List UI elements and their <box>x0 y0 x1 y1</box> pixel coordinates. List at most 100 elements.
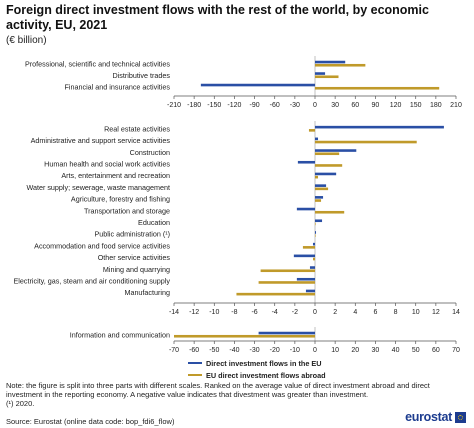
category-label: Water supply; sewerage, waste management <box>26 183 170 192</box>
x-tick-label: 70 <box>452 347 460 354</box>
x-tick-label: 4 <box>353 309 357 316</box>
x-tick-label: -120 <box>227 102 241 109</box>
bar-outflows <box>312 257 315 261</box>
category-label: Human health and social work activities <box>44 159 170 168</box>
eurostat-logo: eurostat <box>405 410 466 424</box>
x-tick-label: -8 <box>231 309 237 316</box>
category-label: Public administration (¹) <box>95 230 171 239</box>
bar-outflows <box>308 129 315 132</box>
bar-inflows <box>315 196 324 199</box>
x-tick-label: 10 <box>331 347 339 354</box>
category-label: Real estate activities <box>104 124 170 133</box>
bar-inflows <box>296 207 315 211</box>
bar-inflows <box>315 60 346 64</box>
x-tick-label: -210 <box>167 102 181 109</box>
category-label: Distributive trades <box>112 71 170 80</box>
x-tick-label: 30 <box>331 102 339 109</box>
x-tick-label: 20 <box>351 347 359 354</box>
bar-outflows <box>315 175 319 179</box>
chart-title: Foreign direct investment flows with the… <box>6 3 429 32</box>
x-tick-label: -20 <box>270 347 280 354</box>
x-tick-label: 50 <box>412 347 420 354</box>
x-tick-label: 150 <box>410 102 422 109</box>
footnote-text: (¹) 2020. <box>6 399 35 409</box>
bar-outflows <box>236 292 315 296</box>
bar-inflows <box>315 172 337 176</box>
bar-outflows <box>315 199 322 202</box>
source-text: Source: Eurostat (online data code: bop_… <box>6 417 175 426</box>
bar-inflows <box>315 149 357 152</box>
x-tick-label: 10 <box>412 309 420 316</box>
x-tick-label: -14 <box>169 309 179 316</box>
category-label: Accommodation and food service activitie… <box>34 241 170 250</box>
bar-outflows <box>315 222 316 226</box>
x-tick-label: -60 <box>270 102 280 109</box>
bar-inflows <box>305 289 315 293</box>
x-tick-label: 120 <box>390 102 402 109</box>
legend-item-inflows: Direct investment flows in the EU <box>188 357 326 369</box>
category-label: Transportation and storage <box>84 206 170 215</box>
bar-inflows <box>293 254 315 258</box>
category-label: Information and communication <box>70 330 170 339</box>
legend-item-outflows: EU direct investment flows abroad <box>188 369 326 381</box>
bar-inflows <box>315 72 326 75</box>
bar-outflows <box>260 269 315 273</box>
x-tick-label: 210 <box>450 102 462 109</box>
x-tick-label: -150 <box>207 102 221 109</box>
bar-outflows <box>315 152 340 156</box>
note-text: Note: the figure is split into three par… <box>6 381 430 400</box>
x-tick-label: 60 <box>351 102 359 109</box>
bar-inflows <box>315 137 319 141</box>
bar-inflows <box>315 125 444 129</box>
legend-label-inflows: Direct investment flows in the EU <box>206 358 322 368</box>
x-tick-label: 12 <box>432 309 440 316</box>
bar-outflows <box>315 140 417 144</box>
bar-outflows <box>315 234 316 237</box>
x-tick-label: -30 <box>290 102 300 109</box>
bar-inflows <box>200 83 315 87</box>
x-tick-label: -180 <box>187 102 201 109</box>
bar-outflows <box>258 281 315 284</box>
bar-inflows <box>296 277 315 281</box>
x-tick-label: -6 <box>251 309 257 316</box>
x-tick-label: -60 <box>189 347 199 354</box>
bar-outflows <box>302 246 315 249</box>
x-tick-label: 0 <box>313 102 317 109</box>
x-tick-label: -12 <box>189 309 199 316</box>
bar-inflows <box>312 242 315 246</box>
x-tick-label: 2 <box>333 309 337 316</box>
x-tick-label: -10 <box>290 347 300 354</box>
bar-inflows <box>309 266 315 269</box>
category-label: Other service activities <box>98 253 171 262</box>
x-tick-label: 6 <box>373 309 377 316</box>
x-tick-label: 60 <box>432 347 440 354</box>
bar-inflows <box>315 184 327 187</box>
x-tick-label: 14 <box>452 309 460 316</box>
legend-swatch-inflows <box>188 362 202 364</box>
x-tick-label: -10 <box>209 309 219 316</box>
x-tick-label: -30 <box>250 347 260 354</box>
x-tick-label: 30 <box>372 347 380 354</box>
bar-inflows <box>315 231 317 234</box>
x-tick-label: -70 <box>169 347 179 354</box>
x-tick-label: 0 <box>313 309 317 316</box>
chart-note: Note: the figure is split into three par… <box>6 381 466 409</box>
bar-outflows <box>174 334 315 338</box>
x-tick-label: 180 <box>430 102 442 109</box>
x-tick-label: -40 <box>229 347 239 354</box>
category-label: Mining and quarrying <box>103 265 170 274</box>
category-label: Education <box>138 218 170 227</box>
category-label: Electricity, gas, steam and air conditio… <box>14 276 171 285</box>
logo-wordmark: eurostat <box>405 410 452 424</box>
bar-outflows <box>315 63 366 67</box>
x-tick-label: 90 <box>372 102 380 109</box>
category-label: Construction <box>130 148 170 157</box>
legend-label-outflows: EU direct investment flows abroad <box>206 370 326 380</box>
legend-swatch-outflows <box>188 374 202 376</box>
bar-outflows <box>315 164 343 167</box>
bar-inflows <box>258 331 315 335</box>
category-label: Professional, scientific and technical a… <box>25 59 170 68</box>
x-tick-label: -90 <box>250 102 260 109</box>
legend: Direct investment flows in the EU EU dir… <box>188 357 326 381</box>
